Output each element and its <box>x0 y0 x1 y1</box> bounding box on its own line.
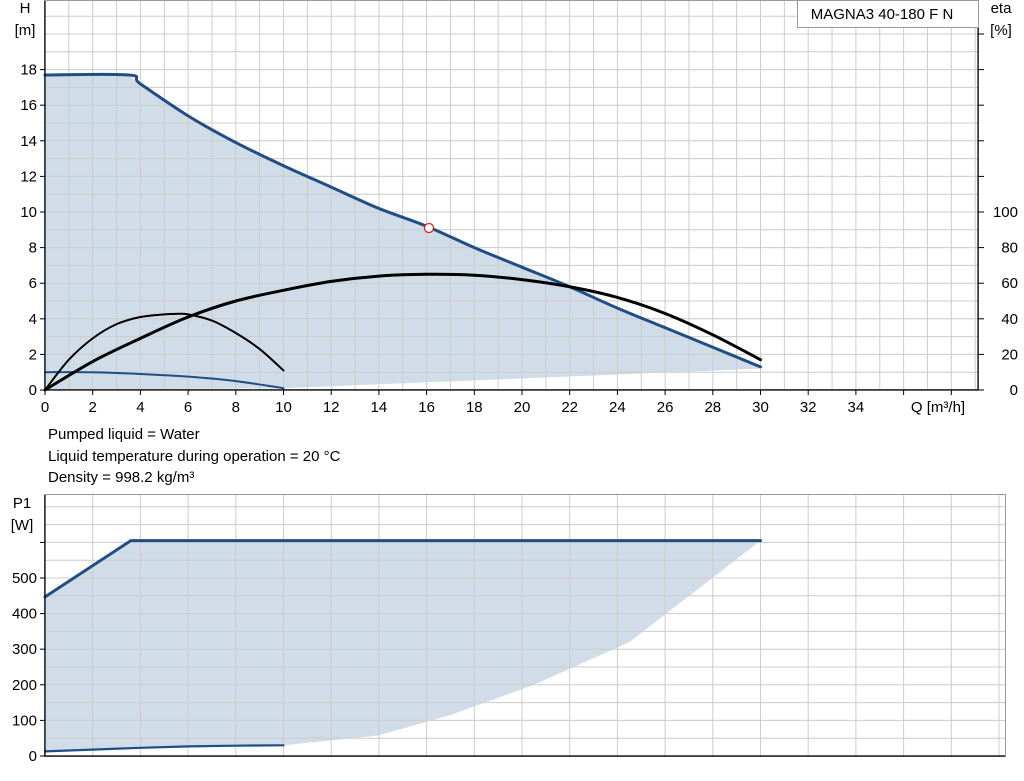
x-tick-label: 10 <box>275 399 292 416</box>
efficiency-curve-max <box>43 272 762 392</box>
note-density: Density = 998.2 kg/m³ <box>48 469 195 486</box>
p1-tick-label: 300 <box>12 641 37 658</box>
y-left-tick-label: 6 <box>29 275 37 292</box>
duty-point-marker <box>423 222 435 234</box>
y-left-tick-label: 8 <box>29 240 37 257</box>
power-series <box>43 539 762 753</box>
x-tick-label: 12 <box>323 399 340 416</box>
y-left-tick-label: 2 <box>29 346 37 363</box>
model-label-box <box>797 0 979 28</box>
efficiency-curve-min <box>44 312 285 391</box>
x-axis-title: Q [m³/h] <box>911 399 965 416</box>
y-right-tick-label: 80 <box>1001 240 1018 257</box>
head-curve-max <box>43 72 762 369</box>
y-axis-left-title: H <box>20 0 31 17</box>
x-tick-label: 16 <box>418 399 435 416</box>
x-tick-label: 4 <box>136 399 144 416</box>
y-right-tick-label: 100 <box>993 204 1018 221</box>
x-tick-label: 34 <box>848 399 865 416</box>
p1-tick-label: 400 <box>12 606 37 623</box>
p1-tick-label: 0 <box>29 748 37 765</box>
x-tick-label: 22 <box>561 399 578 416</box>
y-left-tick-label: 0 <box>29 382 37 399</box>
y-left-tick-label: 12 <box>20 168 37 185</box>
x-tick-label: 2 <box>89 399 97 416</box>
y-left-tick-label: 18 <box>20 62 37 79</box>
liquid-notes: Pumped liquid = Water Liquid temperature… <box>48 424 340 489</box>
power-shaded-area <box>45 540 761 752</box>
y-right-tick-label: 20 <box>1001 346 1018 363</box>
x-tick-label: 30 <box>752 399 769 416</box>
power-axes: 0 100 200 300 400 500 <box>12 495 1005 765</box>
y-right-tick-label: 40 <box>1001 311 1018 328</box>
head-curve-min <box>44 371 285 390</box>
power-curve-max <box>43 539 762 599</box>
x-tick-label: 28 <box>704 399 721 416</box>
power-area-polygon <box>45 540 761 752</box>
y-left-tick-label: 10 <box>20 204 37 221</box>
p1-tick-label: 200 <box>12 677 37 694</box>
x-tick-label: 26 <box>657 399 674 416</box>
p1-tick-label: 500 <box>12 570 37 587</box>
p1-axis-unit: [W] <box>11 517 34 534</box>
y-right-tick-label: 60 <box>1001 275 1018 292</box>
y-axis-right-unit: [%] <box>990 22 1012 39</box>
model-label: MAGNA3 40-180 F N <box>811 6 954 23</box>
head-series <box>43 72 762 392</box>
note-pumped-liquid: Pumped liquid = Water <box>48 426 200 443</box>
x-tick-label: 20 <box>514 399 531 416</box>
note-liquid-temperature: Liquid temperature during operation = 20… <box>48 447 341 465</box>
y-left-tick-label: 14 <box>20 133 37 150</box>
x-tick-label: 0 <box>41 399 49 416</box>
y-axis-right-title: eta <box>991 0 1013 17</box>
x-tick-label: 32 <box>800 399 817 416</box>
y-axis-left-unit: [m] <box>15 22 36 39</box>
x-tick-label: 14 <box>371 399 388 416</box>
x-tick-label: 24 <box>609 399 626 416</box>
p1-axis-title: P1 <box>13 495 31 512</box>
y-right-tick-label: 0 <box>1010 382 1018 399</box>
y-left-tick-label: 4 <box>29 311 37 328</box>
x-tick-label: 6 <box>184 399 192 416</box>
y-left-tick-label: 16 <box>20 97 37 114</box>
x-tick-label: 8 <box>232 399 240 416</box>
power-grid <box>45 495 1005 756</box>
head-grid <box>45 1 978 390</box>
p1-tick-label: 100 <box>12 712 37 729</box>
x-tick-label: 18 <box>466 399 483 416</box>
power-curve-min <box>43 744 285 753</box>
